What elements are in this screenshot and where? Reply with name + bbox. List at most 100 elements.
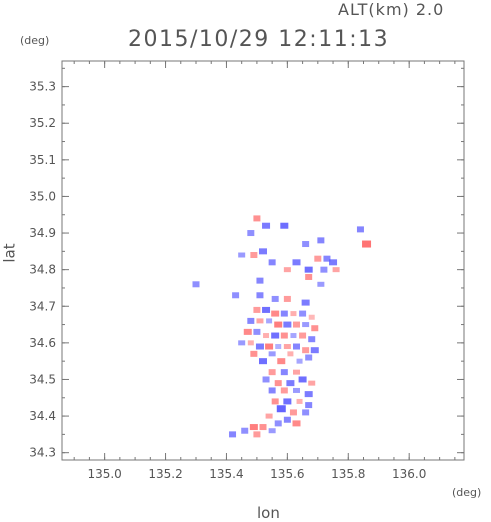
y-tick-label: 34.4 (29, 409, 56, 423)
data-cell (283, 398, 292, 405)
data-cell (280, 222, 289, 229)
data-cell (323, 255, 331, 262)
data-cell (271, 295, 279, 302)
data-cell (329, 259, 338, 266)
data-cell (293, 343, 300, 350)
data-cell (286, 380, 295, 387)
data-cell (362, 240, 372, 248)
y-tick-label: 34.9 (29, 226, 56, 240)
y-tick-label: 35.3 (29, 80, 56, 94)
data-cell (304, 266, 313, 273)
data-cell (274, 321, 283, 328)
data-cell (229, 431, 237, 438)
data-cell (283, 321, 292, 328)
data-cells (192, 215, 372, 438)
data-cell (192, 281, 200, 288)
data-cell (283, 416, 291, 423)
y-tick-label: 34.5 (29, 372, 56, 386)
y-tick-label: 35.2 (29, 116, 56, 130)
data-cell (280, 310, 288, 317)
data-cell (299, 332, 307, 339)
data-cell (238, 252, 246, 258)
x-tick-label: 135.2 (148, 467, 182, 481)
data-cell (259, 358, 267, 365)
x-tick-label: 135.6 (270, 467, 304, 481)
data-cell (247, 340, 254, 346)
data-cell (265, 413, 273, 419)
chart-title: 2015/10/29 12:11:13 (128, 27, 390, 52)
y-tick-label: 34.7 (29, 299, 56, 313)
data-cell (259, 248, 267, 255)
data-cell (292, 259, 301, 266)
data-cell (238, 340, 246, 346)
data-cell (305, 354, 313, 361)
y-tick-label: 35.0 (29, 189, 56, 203)
data-cell (250, 252, 258, 259)
data-cell (293, 369, 300, 375)
data-cell (280, 387, 288, 394)
data-cell (247, 317, 255, 324)
data-cell (293, 387, 300, 393)
y-tick-label: 35.1 (29, 153, 56, 167)
data-cell (256, 318, 264, 324)
data-cell (271, 332, 280, 339)
data-cell (311, 325, 319, 332)
data-cell (280, 332, 288, 339)
data-cell (259, 424, 267, 431)
x-tick-label: 135.0 (87, 467, 121, 481)
y-tick-label: 34.8 (29, 263, 56, 277)
x-tick-label: 135.4 (209, 467, 243, 481)
data-cell (266, 318, 273, 324)
x-axis-unit: (deg) (452, 486, 482, 499)
x-tick-label: 136.0 (392, 467, 426, 481)
data-cell (304, 391, 313, 398)
data-cell (317, 281, 325, 287)
data-cell (253, 328, 261, 335)
data-cell (289, 409, 297, 416)
data-cell (249, 424, 258, 431)
data-cell (283, 344, 291, 350)
data-cell (283, 295, 291, 302)
data-cell (247, 230, 255, 237)
data-cell (290, 333, 297, 339)
data-cell (290, 311, 297, 317)
data-cell (296, 358, 303, 364)
data-cell (271, 398, 279, 405)
data-cell (296, 398, 303, 404)
data-cell (268, 387, 276, 394)
x-axis: 135.0 135.2 135.4 135.6 135.8 136.0 (73, 61, 456, 481)
data-cell (271, 310, 280, 317)
data-cell (262, 222, 271, 229)
data-cell (265, 343, 274, 350)
data-cell (256, 277, 264, 284)
data-cell (277, 358, 286, 365)
data-cell (302, 322, 310, 328)
data-cell (268, 351, 276, 357)
data-cell (298, 376, 307, 383)
data-cell (302, 347, 310, 354)
x-axis-label: lon (257, 504, 280, 522)
data-cell (332, 267, 340, 273)
data-cell (293, 321, 300, 328)
data-cell (268, 369, 276, 376)
data-cell (308, 380, 316, 386)
data-cell (283, 267, 291, 273)
data-cell (314, 255, 322, 262)
data-cell (262, 306, 271, 313)
data-cell (262, 376, 270, 383)
data-cell (250, 350, 258, 357)
data-cell (232, 292, 240, 299)
data-cell (317, 237, 325, 244)
plot-frame (61, 60, 465, 461)
data-cell (253, 215, 261, 222)
data-cell (268, 259, 276, 266)
data-cell (274, 420, 282, 427)
data-cell (308, 336, 316, 343)
data-cell (256, 292, 264, 299)
data-cell (275, 344, 282, 350)
data-cell (253, 431, 261, 438)
data-cell (302, 241, 310, 248)
data-cell (268, 428, 276, 434)
altitude-label: ALT(km) 2.0 (338, 0, 445, 19)
